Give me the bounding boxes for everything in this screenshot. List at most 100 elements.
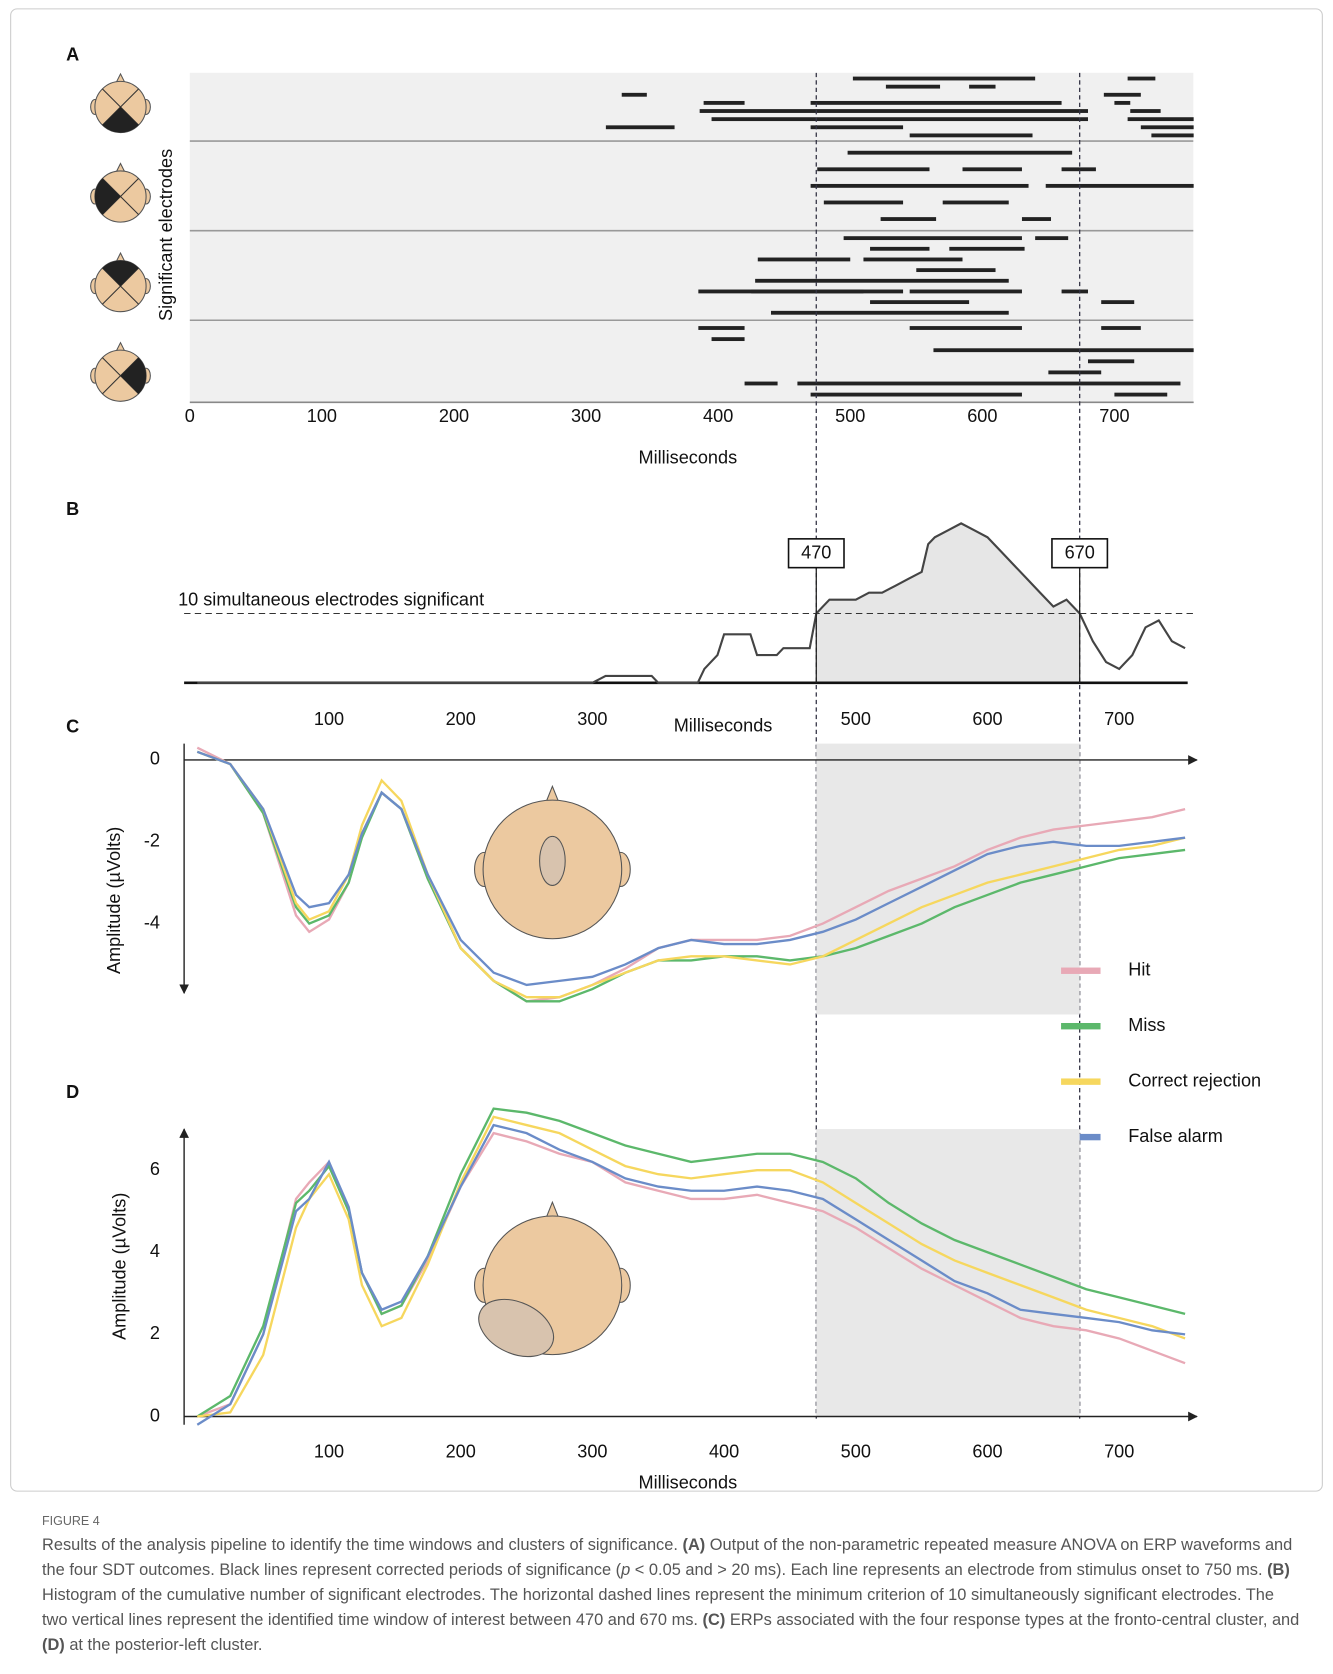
significance-segment xyxy=(810,392,1022,397)
significance-segment xyxy=(1151,133,1194,138)
x-tick-label: 300 xyxy=(571,406,601,426)
erp-line xyxy=(196,1107,1186,1418)
y-tick-label: 4 xyxy=(150,1241,160,1261)
caption-run: < 0.05 and > 20 ms). Each line represent… xyxy=(630,1560,1268,1579)
x-tick-label: 700 xyxy=(1104,709,1134,729)
x-tick-label: 0 xyxy=(185,406,195,426)
significance-segment xyxy=(757,257,851,262)
caption-run: Output of the non-parametric repeated me… xyxy=(42,1536,1293,1579)
y-tick-label: 6 xyxy=(150,1159,160,1179)
significance-segment xyxy=(1045,183,1194,188)
panel-letter: B xyxy=(66,499,79,519)
caption-run: Histogram of the cumulative number of si… xyxy=(42,1585,1275,1629)
significance-segment xyxy=(942,200,1009,205)
x-axis-label: Milliseconds xyxy=(639,1472,738,1492)
count-line xyxy=(197,522,1186,684)
y-axis-label: Significant electrodes xyxy=(156,149,176,321)
significance-segment xyxy=(1101,326,1141,330)
legend-swatch xyxy=(1061,1022,1101,1030)
significance-segment xyxy=(770,310,1009,315)
panel-letter: D xyxy=(66,1082,79,1102)
significance-segment xyxy=(703,100,745,105)
significance-segment xyxy=(880,217,937,221)
significance-segment xyxy=(797,381,1181,386)
significance-segment xyxy=(810,100,1062,105)
x-tick-label: 100 xyxy=(307,406,337,426)
legend-swatch xyxy=(1061,1078,1101,1085)
x-tick-label: 400 xyxy=(709,1442,739,1462)
significance-segment xyxy=(810,183,1029,188)
significance-segment xyxy=(870,300,970,305)
y-tick-label: 0 xyxy=(150,1405,160,1425)
significance-segment xyxy=(755,278,1009,283)
figure-label: FIGURE 4 xyxy=(42,1514,100,1528)
significance-segment xyxy=(847,150,1073,155)
y-axis-label: Amplitude (µVolts) xyxy=(109,1193,129,1340)
x-axis-label: Milliseconds xyxy=(639,448,738,468)
legend-label: Hit xyxy=(1128,960,1150,980)
head-icon xyxy=(90,252,151,313)
x-axis-label: Milliseconds xyxy=(674,715,773,735)
marker-label: 670 xyxy=(1065,543,1095,563)
x-tick-label: 300 xyxy=(577,709,607,729)
significance-segment xyxy=(711,117,1088,122)
y-axis-label: Amplitude (µVolts) xyxy=(104,827,124,974)
legend-label: Correct rejection xyxy=(1128,1070,1261,1090)
significance-segment xyxy=(711,337,745,342)
significance-segment xyxy=(1035,236,1069,241)
significance-segment xyxy=(823,200,904,205)
significance-segment xyxy=(1140,125,1194,130)
significance-segment xyxy=(1061,289,1088,294)
significance-segment xyxy=(751,289,904,294)
frame xyxy=(10,8,1323,1492)
x-tick-label: 200 xyxy=(439,406,469,426)
y-tick-label: 2 xyxy=(150,1323,160,1343)
significance-segment xyxy=(909,133,1033,138)
significance-segment xyxy=(1061,167,1096,172)
x-tick-label: 600 xyxy=(967,406,997,426)
significance-segment xyxy=(863,257,963,262)
x-tick-label: 200 xyxy=(446,1442,476,1462)
caption-run: (B) xyxy=(1267,1560,1290,1579)
x-tick-label: 300 xyxy=(577,1442,607,1462)
significance-segment xyxy=(1021,217,1052,221)
significance-segment xyxy=(1103,92,1141,97)
x-tick-label: 100 xyxy=(314,1442,344,1462)
head-icon xyxy=(90,342,151,402)
significance-segment xyxy=(621,92,647,97)
significance-segment xyxy=(1114,392,1168,397)
figure: A0 100 200 300 400 500 600 700MillisecondsSigni… xyxy=(10,8,1323,1492)
marker-box xyxy=(1051,538,1109,569)
significance-segment xyxy=(885,84,941,89)
legend-label: Miss xyxy=(1128,1015,1165,1035)
shaded-window xyxy=(816,523,1080,683)
significance-segment xyxy=(962,167,1022,172)
significance-segment xyxy=(817,167,930,172)
x-tick-label: 700 xyxy=(1099,406,1129,426)
significance-segment xyxy=(909,326,1022,330)
head-icon xyxy=(474,1201,631,1358)
significance-segment xyxy=(949,246,1025,251)
significance-segment xyxy=(810,125,904,130)
caption-run: (A) xyxy=(682,1536,706,1554)
significance-segment xyxy=(1127,117,1194,122)
caption: FIGURE 4 Results of the analysis pipelin… xyxy=(42,1512,1304,1658)
significance-segment xyxy=(1114,100,1131,105)
significance-segment xyxy=(933,348,1194,353)
marker-box xyxy=(787,538,845,569)
x-tick-label: 600 xyxy=(972,709,1002,729)
y-tick-label: -4 xyxy=(144,912,160,932)
caption-run: (D) xyxy=(42,1635,65,1654)
shaded-window xyxy=(816,1129,1080,1417)
head-icon xyxy=(90,162,151,223)
significance-segment xyxy=(909,289,1022,294)
erp-line xyxy=(196,750,1186,987)
significance-segment xyxy=(1087,359,1135,364)
significance-segment xyxy=(843,236,1022,241)
legend-label: False alarm xyxy=(1128,1126,1223,1146)
significance-segment xyxy=(1101,300,1135,305)
significance-segment xyxy=(969,84,996,89)
significance-segment xyxy=(1127,76,1156,81)
significance-segment xyxy=(916,268,996,273)
